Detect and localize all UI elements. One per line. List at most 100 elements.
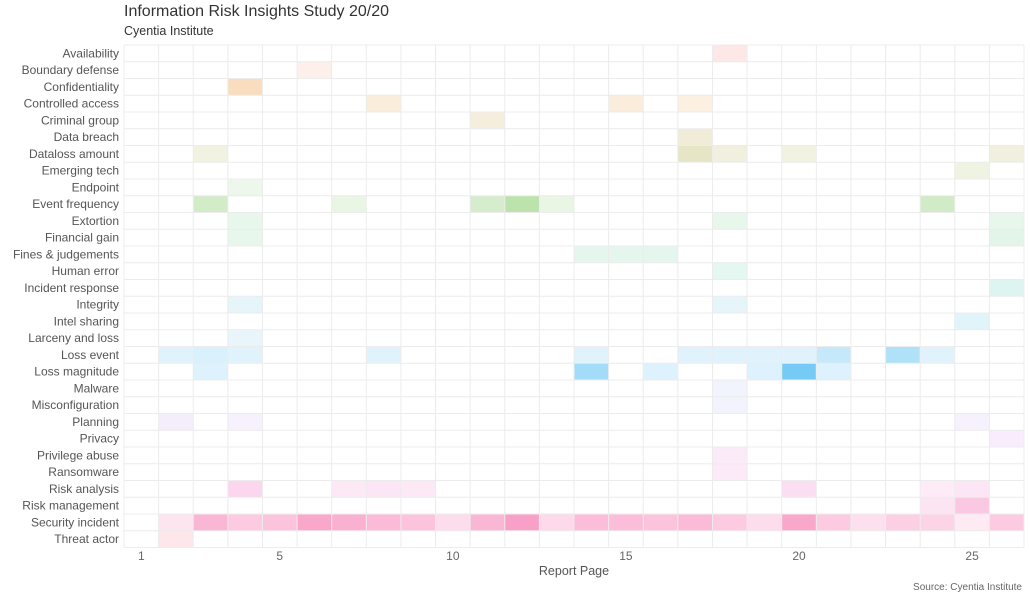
heatmap-cell [781,480,817,498]
heatmap-cell [400,480,436,498]
heatmap-cell [297,514,332,531]
heatmap-cell [989,229,1024,246]
heatmap-cell [470,195,505,213]
heatmap-cell [227,78,263,96]
heatmap-cell [158,346,194,364]
heatmap-cell [712,145,748,163]
heatmap-cell [504,195,540,213]
heatmap-cell [331,195,367,213]
y-axis-label: Risk analysis [49,482,119,496]
x-axis-tick-label: 20 [792,549,806,563]
heatmap-cell [712,463,748,481]
heatmap-cell [643,363,678,380]
heatmap-cell [677,145,713,163]
heatmap-cell [435,514,471,531]
y-axis-label: Financial gain [45,231,119,245]
heatmap-cell [643,246,678,263]
heatmap-cell [712,262,748,280]
heatmap-cell [816,363,851,380]
heatmap-cell [747,514,782,531]
heatmap-cell [331,480,367,498]
heatmap-cell [712,296,748,313]
heatmap-cell [608,514,644,531]
heatmap-cell [227,346,263,364]
y-axis-label: Dataloss amount [29,147,120,161]
y-axis-label: Misconfiguration [32,398,119,412]
heatmap-cell [227,179,263,196]
heatmap-cell [781,363,817,380]
heatmap-cell [920,195,955,213]
y-axis-label: Incident response [24,281,119,295]
heatmap-cell [227,480,263,498]
x-axis-tick-label: 15 [619,549,633,563]
y-axis-label: Data breach [54,130,119,144]
gridlines [123,44,1025,548]
x-axis-tick-label: 25 [965,549,979,563]
heatmap-cell [989,430,1024,447]
heatmap-cell [920,480,955,498]
y-axis-label: Intel sharing [54,314,119,328]
x-axis-tick-label: 1 [138,549,145,563]
y-axis-label: Ransomware [48,465,119,479]
source-caption: Source: Cyentia Institute [913,582,1022,593]
x-axis-label: Report Page [538,564,610,578]
heatmap-cell [677,128,713,146]
x-axis-tick-labels: 1 5 10 15 20 25 [138,549,979,563]
heatmap-cell [954,162,990,179]
heatmap-cell [193,145,228,163]
heatmap-cell [816,514,851,531]
x-axis-tick-label: 5 [276,549,283,563]
y-axis-label: Human error [52,264,119,278]
heatmap-cell [574,363,609,380]
heatmap-cell [158,530,194,548]
heatmap-cell [539,195,574,213]
heatmap-cell [262,514,298,531]
y-axis-label: Security incident [31,515,120,529]
heatmap-cell [920,514,955,531]
y-axis-label: Malware [74,381,120,395]
heatmap-cell [193,363,228,380]
heatmap-cell [677,514,713,531]
heatmap-cell [954,497,990,514]
heatmap-cell [227,212,263,230]
y-axis-labels: Availability Boundary defense Confidential… [13,46,120,546]
y-axis-label: Privilege abuse [37,448,119,462]
heatmap-cell [885,514,921,531]
heatmap-cell [850,514,886,531]
heatmap-cell [158,514,194,531]
y-axis-label: Criminal group [41,113,119,127]
heatmap-cell [158,413,194,431]
heatmap-cell [227,329,263,347]
y-axis-label: Controlled access [24,97,119,111]
heatmap-cell [989,514,1024,531]
heatmap-cell [574,246,609,263]
heatmap-cell [712,380,748,397]
heatmap-cell [227,514,263,531]
heatmap-cell [712,45,748,62]
heatmap-cell [504,514,540,531]
heatmap-cell [366,514,401,531]
heatmap-cell [539,514,574,531]
heatmap-cell [954,514,990,531]
heatmap-cell [747,346,782,364]
y-axis-label: Event frequency [32,197,119,211]
heatmap-cell [331,514,367,531]
heatmap-cell [712,346,748,364]
heatmap-cell [608,246,644,263]
heatmap-cell [954,313,990,330]
y-axis-label: Fines & judgements [13,247,119,261]
chart-subtitle: Cyentia Institute [124,24,214,38]
heatmap-cell [227,229,263,246]
heatmap-cell [781,514,817,531]
heatmap-cell [400,514,436,531]
heatmap-cell [920,346,955,364]
heatmap-cell [608,95,644,112]
heatmap-cell [712,212,748,230]
heatmap-cell [677,95,713,112]
y-axis-label: Privacy [80,432,119,446]
heatmap-cell [193,195,228,213]
y-axis-label: Boundary defense [22,63,120,77]
heatmap-cell [712,396,748,414]
heatmap-cell [643,514,678,531]
